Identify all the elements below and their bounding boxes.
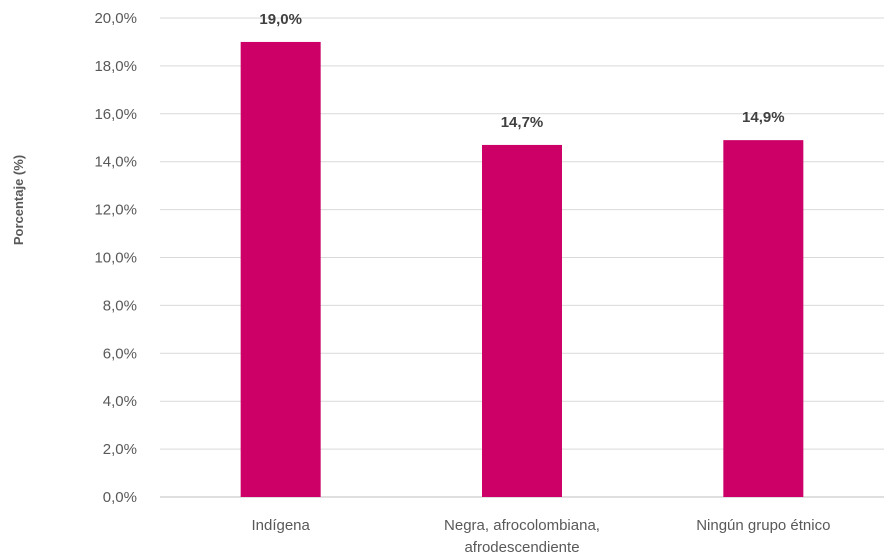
bar-value-label: 19,0% (259, 11, 302, 28)
y-tick-label: 10,0% (94, 250, 137, 267)
y-tick-label: 4,0% (103, 393, 137, 410)
bar-value-label: 14,9% (742, 109, 785, 126)
y-tick-label: 20,0% (94, 10, 137, 27)
bar-value-label: 14,7% (501, 114, 544, 131)
bar (482, 144, 562, 497)
y-tick-label: 0,0% (103, 489, 137, 506)
x-axis-categories: Indígena Negra, afrocolombiana, afrodescen… (251, 517, 830, 556)
data-labels: 19,0% 14,7% 14,9% (259, 11, 784, 131)
y-tick-label: 16,0% (94, 106, 137, 123)
y-tick-label: 18,0% (94, 58, 137, 75)
y-tick-label: 12,0% (94, 202, 137, 219)
bar (723, 140, 804, 497)
y-axis-ticks: 0,0% 2,0% 4,0% 6,0% 8,0% 10,0% 12,0% 14,0% 16,0%… (94, 10, 137, 506)
y-tick-label: 8,0% (103, 297, 137, 314)
y-tick-label: 2,0% (103, 441, 137, 458)
y-tick-label: 14,0% (94, 154, 137, 171)
x-category-label: Indígena (251, 517, 310, 534)
bars (240, 41, 804, 497)
y-axis-title: Porcentaje (%) (11, 155, 26, 245)
y-tick-label: 6,0% (103, 345, 137, 362)
bar (240, 41, 321, 497)
x-category-label: Negra, afrocolombiana, afrodescendiente (444, 517, 600, 556)
x-category-label: Ningún grupo étnico (696, 517, 830, 534)
